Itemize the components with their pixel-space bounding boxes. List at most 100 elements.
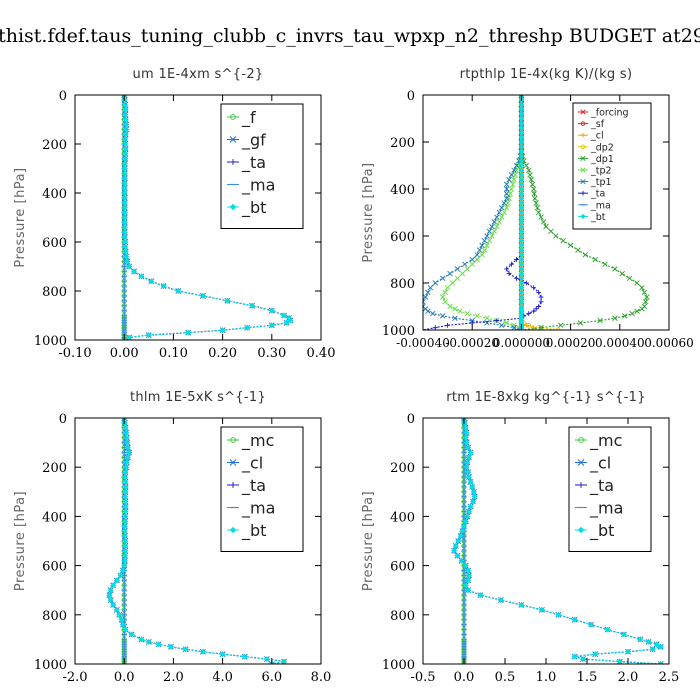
data-point bbox=[219, 651, 226, 658]
data-point bbox=[120, 621, 126, 628]
data-point bbox=[494, 223, 500, 230]
data-point bbox=[465, 577, 472, 584]
y-tick-label: 0 bbox=[59, 412, 67, 427]
x-tick-label: -0.10 bbox=[58, 346, 91, 361]
data-point bbox=[476, 247, 483, 253]
y-tick-label: 200 bbox=[42, 461, 67, 476]
data-point bbox=[167, 643, 174, 650]
y-tick-label: 800 bbox=[42, 285, 67, 300]
data-point bbox=[527, 172, 533, 178]
data-point bbox=[641, 289, 648, 296]
legend-label: _bt bbox=[590, 212, 606, 223]
y-tick-label: 0 bbox=[59, 89, 67, 104]
data-point bbox=[477, 592, 484, 599]
data-point bbox=[120, 567, 126, 574]
data-point bbox=[457, 308, 463, 314]
data-point bbox=[447, 270, 453, 277]
data-point bbox=[145, 638, 152, 645]
data-point bbox=[626, 275, 633, 282]
data-point bbox=[465, 572, 472, 579]
legend-label: _ma bbox=[590, 200, 611, 211]
x-tick-label: 0.10 bbox=[159, 346, 188, 361]
data-point bbox=[160, 283, 167, 290]
data-point bbox=[653, 641, 660, 648]
data-point bbox=[503, 195, 510, 202]
y-tick-label: 200 bbox=[42, 138, 67, 153]
legend-marker-icon bbox=[578, 437, 584, 443]
data-point bbox=[538, 299, 544, 305]
data-point bbox=[639, 306, 645, 312]
data-point bbox=[597, 317, 603, 324]
legend: _mc _cl_ta _ma_bt bbox=[220, 426, 304, 552]
data-point bbox=[612, 266, 618, 272]
data-point bbox=[462, 582, 469, 589]
legend-label: _ta bbox=[589, 476, 614, 496]
data-point bbox=[571, 616, 578, 623]
data-point bbox=[469, 256, 475, 263]
legend-label: _tp2 bbox=[590, 166, 612, 177]
data-point bbox=[634, 280, 640, 286]
data-point bbox=[474, 313, 480, 319]
data-point bbox=[465, 508, 472, 515]
data-point bbox=[462, 434, 469, 441]
data-point bbox=[464, 310, 470, 317]
data-point bbox=[499, 205, 505, 211]
data-point bbox=[494, 214, 500, 220]
y-tick-label: 0 bbox=[407, 412, 415, 427]
data-point bbox=[465, 474, 472, 480]
legend-label: _gf bbox=[241, 131, 266, 151]
data-point bbox=[538, 294, 544, 300]
data-point bbox=[465, 444, 472, 451]
data-point bbox=[175, 288, 182, 294]
series-line-dp2 bbox=[520, 95, 559, 330]
data-point bbox=[474, 256, 480, 263]
legend-marker-icon bbox=[578, 482, 584, 488]
series-group bbox=[106, 418, 288, 664]
legend-label: _ma bbox=[241, 499, 275, 519]
chart-title: rtpthlp 1E-4x(kg K)/(kg s) bbox=[460, 67, 633, 82]
data-point bbox=[459, 270, 466, 277]
x-tick-label: 0.00040 bbox=[595, 336, 645, 350]
data-point bbox=[501, 200, 507, 206]
data-point bbox=[182, 646, 189, 653]
x-tick-label: 0.0 bbox=[114, 670, 135, 685]
legend-label: _cl bbox=[241, 454, 263, 474]
data-point bbox=[107, 597, 114, 603]
data-point bbox=[503, 320, 510, 326]
legend-label: _tp1 bbox=[590, 177, 612, 188]
legend: _forcing_sf_cl_dp2_dp1_tp2_tp1_ta_ma_bt bbox=[572, 102, 652, 230]
y-tick-label: 800 bbox=[390, 277, 415, 292]
y-axis-label: Pressure [hPa] bbox=[13, 167, 28, 267]
data-point bbox=[625, 648, 631, 655]
data-point bbox=[268, 322, 275, 329]
x-tick-label: 0.000000 bbox=[493, 336, 550, 350]
data-point bbox=[268, 307, 275, 314]
data-point bbox=[479, 252, 485, 258]
data-point bbox=[199, 648, 206, 655]
data-point bbox=[528, 176, 534, 183]
data-point bbox=[491, 228, 498, 235]
plot-frame bbox=[74, 417, 322, 665]
data-point bbox=[123, 253, 130, 260]
legend-label: _bt bbox=[589, 521, 614, 541]
data-point bbox=[644, 294, 650, 300]
data-point bbox=[439, 275, 446, 282]
data-point bbox=[532, 195, 538, 202]
x-tick-label: 2.0 bbox=[618, 670, 639, 685]
data-point bbox=[513, 162, 520, 169]
legend: _mc _cl_ta _ma_bt bbox=[568, 426, 652, 552]
x-tick-label: 0.20 bbox=[208, 346, 237, 361]
data-point bbox=[616, 658, 623, 664]
data-point bbox=[496, 209, 502, 216]
figure-title: lthist.fdef.taus_tuning_clubb_c_invrs_ta… bbox=[0, 25, 700, 47]
data-point bbox=[535, 209, 542, 216]
data-point bbox=[629, 310, 635, 317]
legend-marker-icon bbox=[577, 459, 585, 466]
data-point bbox=[454, 266, 461, 272]
data-point bbox=[117, 572, 124, 579]
y-axis-label: Pressure [hPa] bbox=[13, 491, 28, 591]
data-point bbox=[533, 200, 539, 206]
data-point bbox=[458, 557, 465, 564]
data-point bbox=[469, 483, 476, 490]
data-point bbox=[567, 242, 574, 249]
